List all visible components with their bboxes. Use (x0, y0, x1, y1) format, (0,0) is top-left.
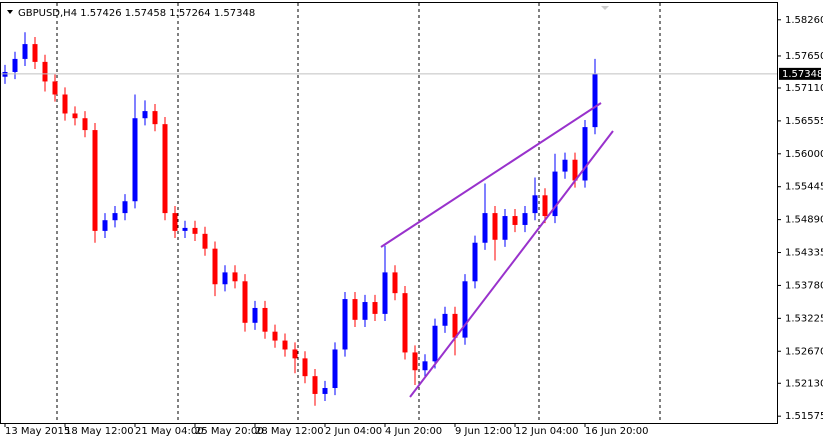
candle-body (62, 94, 68, 114)
x-tick-label: 21 May 04:00 (135, 426, 204, 437)
y-tick-label: 1.54335 (785, 248, 823, 259)
x-tick-label: 2 Jun 04:00 (325, 426, 382, 437)
last-price-box (779, 67, 821, 80)
candle-body (302, 358, 308, 377)
trendline (409, 130, 614, 398)
y-tick-label: 1.51575 (785, 411, 823, 422)
candle-body (202, 233, 208, 249)
x-tick-label: 13 May 2015 (5, 426, 70, 437)
y-tick-label: 1.53225 (785, 313, 823, 324)
plot-frame (0, 2, 778, 424)
candle-body (512, 216, 518, 225)
y-tick-label: 1.57110 (785, 83, 823, 94)
candle-body (92, 130, 98, 231)
trendline (380, 102, 602, 248)
candle-body (582, 127, 588, 181)
candle-body (592, 73, 598, 128)
candle-body (432, 325, 438, 362)
candle-body (132, 118, 138, 202)
candle-body (12, 58, 18, 72)
x-tick-label: 25 May 20:00 (195, 426, 264, 437)
candle-body (72, 113, 78, 119)
candle-body (212, 248, 218, 285)
candle-body (142, 111, 148, 119)
candle-body (192, 227, 198, 234)
candle-body (352, 299, 358, 320)
candle-body (22, 44, 28, 59)
candle-body (412, 352, 418, 371)
y-tick-label: 1.52130 (785, 378, 823, 389)
last-price-label: 1.57348 (782, 69, 823, 80)
candle-body (522, 213, 528, 225)
candle-body (122, 201, 128, 214)
y-tick-label: 1.55445 (785, 182, 823, 193)
candle-body (242, 281, 248, 323)
x-tick-label: 9 Jun 12:00 (455, 426, 512, 437)
y-tick-label: 1.52670 (785, 346, 823, 357)
x-tick-label: 18 May 12:00 (65, 426, 134, 437)
chart-title: GBPUSD,H4 1.57426 1.57458 1.57264 1.5734… (18, 8, 255, 19)
y-tick-label: 1.56000 (785, 149, 823, 160)
candle-body (82, 118, 88, 131)
candle-body (452, 313, 458, 338)
candle-body (222, 272, 228, 285)
candle-body (312, 376, 318, 394)
candle-body (372, 302, 378, 314)
candle-body (172, 213, 178, 231)
x-tick-label: 4 Jun 20:00 (385, 426, 442, 437)
candle-body (262, 307, 268, 332)
x-tick-label: 28 May 12:00 (255, 426, 324, 437)
x-tick-label: 16 Jun 20:00 (585, 426, 649, 437)
candle-body (152, 111, 158, 125)
candle-body (492, 213, 498, 240)
candle-body (182, 227, 188, 231)
y-tick-label: 1.53780 (785, 280, 823, 291)
date-grid (56, 3, 661, 423)
candle-body (162, 124, 168, 214)
candle-body (42, 61, 48, 82)
candle-body (342, 299, 348, 350)
candle-body (332, 349, 338, 389)
candle-body (32, 44, 38, 62)
candle-body (472, 242, 478, 282)
scroll-marker (601, 6, 609, 10)
candle-body (552, 171, 558, 217)
candle-body (252, 307, 258, 323)
candle-body (442, 313, 448, 326)
candle-body (562, 159, 568, 172)
candle-body (502, 216, 508, 240)
candle-body (52, 81, 58, 95)
candle-body (382, 272, 388, 314)
candle-body (402, 293, 408, 353)
x-tick-label: 12 Jun 04:00 (515, 426, 579, 437)
candle-body (532, 195, 538, 214)
candle-body (542, 195, 548, 217)
y-tick-label: 1.57650 (785, 51, 823, 62)
candle-body (362, 302, 368, 320)
candle-body (292, 349, 298, 359)
y-tick-label: 1.54890 (785, 215, 823, 226)
candle-body (232, 272, 238, 282)
candle-body (482, 213, 488, 243)
candle-body (322, 388, 328, 394)
candle-body (102, 220, 108, 231)
candle-body (462, 281, 468, 338)
candle-body (282, 340, 288, 350)
menu-arrow[interactable] (7, 10, 13, 14)
y-tick-label: 1.56555 (785, 116, 823, 127)
y-tick-label: 1.58260 (785, 15, 823, 26)
candle-body (392, 272, 398, 294)
candle-body (272, 331, 278, 341)
candle-body (422, 361, 428, 371)
candle-body (572, 159, 578, 181)
candle-body (112, 213, 118, 221)
